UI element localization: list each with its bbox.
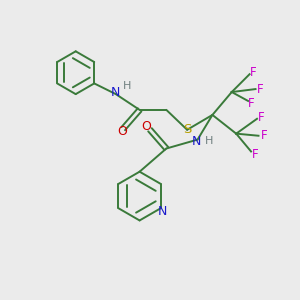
Text: S: S xyxy=(183,123,191,136)
Text: O: O xyxy=(142,120,152,133)
Text: F: F xyxy=(258,111,265,124)
Text: N: N xyxy=(191,135,201,148)
Text: N: N xyxy=(111,86,121,99)
Text: F: F xyxy=(250,66,256,79)
Text: F: F xyxy=(248,98,255,110)
Text: H: H xyxy=(205,136,214,146)
Text: F: F xyxy=(260,129,267,142)
Text: F: F xyxy=(252,148,259,161)
Text: O: O xyxy=(117,125,127,138)
Text: H: H xyxy=(123,81,131,91)
Text: F: F xyxy=(257,82,264,96)
Text: N: N xyxy=(158,205,167,218)
